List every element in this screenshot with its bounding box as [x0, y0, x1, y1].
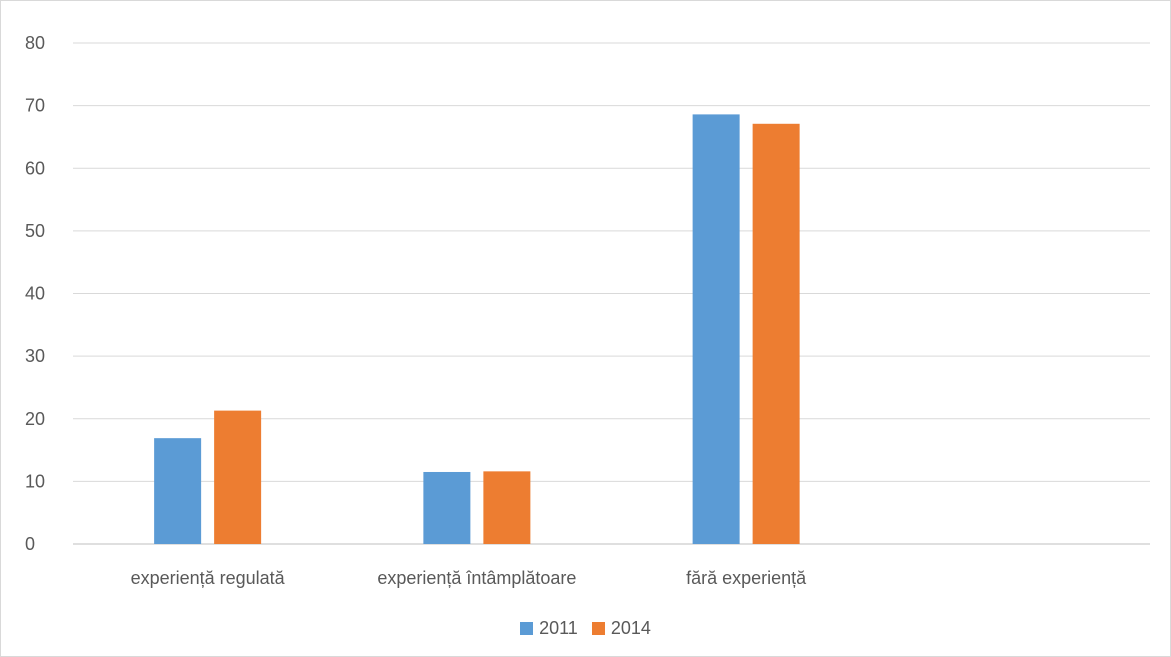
bar-2014-1	[483, 471, 530, 544]
y-tick-label-80: 80	[25, 33, 45, 53]
x-category-label-0: experiență regulată	[131, 568, 286, 588]
y-tick-label-40: 40	[25, 284, 45, 304]
legend-swatch-2014	[592, 622, 605, 635]
y-tick-label-70: 70	[25, 96, 45, 116]
x-axis-labels: experiență regulată experiență întâmplăto…	[131, 568, 808, 588]
legend-swatch-2011	[520, 622, 533, 635]
y-tick-label-0: 0	[25, 534, 35, 554]
y-tick-label-50: 50	[25, 221, 45, 241]
legend-item-2011: 2011	[520, 618, 578, 639]
bar-2011-0	[154, 438, 201, 544]
bars	[154, 114, 800, 544]
bar-2014-0	[214, 411, 261, 544]
y-tick-label-30: 30	[25, 346, 45, 366]
y-tick-label-10: 10	[25, 471, 45, 491]
x-category-label-2: fără experiență	[686, 568, 807, 588]
legend-item-2014: 2014	[592, 618, 651, 639]
y-tick-label-20: 20	[25, 409, 45, 429]
bar-2011-1	[423, 472, 470, 544]
bar-2014-2	[753, 124, 800, 544]
y-tick-label-60: 60	[25, 158, 45, 178]
y-axis-ticks: 0 10 20 30 40 50 60 70 80	[25, 33, 45, 554]
legend-label-2014: 2014	[611, 618, 651, 639]
legend-label-2011: 2011	[539, 618, 578, 639]
x-category-label-1: experiență întâmplătoare	[377, 568, 576, 588]
legend: 2011 2014	[0, 618, 1171, 639]
bar-2011-2	[693, 114, 740, 544]
